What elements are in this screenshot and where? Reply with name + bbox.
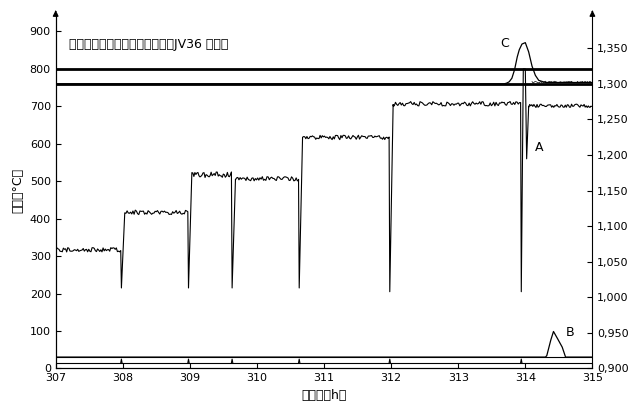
X-axis label: 時間　（h）: 時間 （h） xyxy=(301,389,347,402)
Text: B: B xyxy=(566,326,574,339)
Text: C: C xyxy=(500,37,509,50)
Text: A: A xyxy=(536,141,544,154)
Y-axis label: 温度（°C）: 温度（°C） xyxy=(11,168,24,213)
Text: スロット付きリング試験およびJV36 ガラス: スロット付きリング試験およびJV36 ガラス xyxy=(69,38,228,51)
